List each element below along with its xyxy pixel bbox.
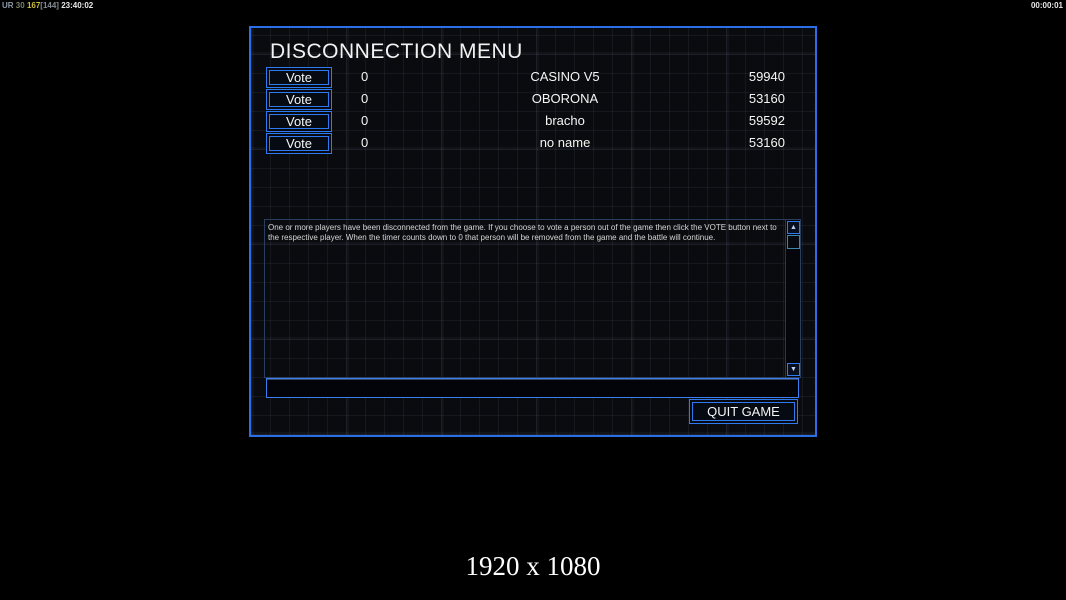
player-rows: Vote 0 CASINO V5 59940 Vote 0 OBORONA 53… — [266, 67, 785, 155]
player-name: OBORONA — [531, 91, 599, 106]
quit-game-button[interactable]: QUIT GAME — [689, 399, 798, 424]
player-score: 59592 — [748, 113, 785, 128]
disconnection-dialog: DISCONNECTION MENU Vote 0 CASINO V5 5994… — [249, 26, 817, 437]
vote-button[interactable]: Vote — [266, 89, 332, 110]
hud-stats: UR 30 167[144] 23:40:02 — [2, 1, 93, 10]
player-row: Vote 0 CASINO V5 59940 — [266, 67, 785, 89]
vote-button[interactable]: Vote — [266, 67, 332, 88]
scroll-thumb[interactable] — [787, 235, 800, 249]
hud-ur-label: UR — [2, 1, 14, 10]
hud-ping-value: 167 — [26, 1, 41, 10]
message-text: One or more players have been disconnect… — [268, 223, 777, 242]
scroll-down-button[interactable]: ▼ — [787, 363, 800, 376]
message-box: One or more players have been disconnect… — [264, 219, 801, 378]
player-score: 53160 — [748, 91, 785, 106]
player-name: CASINO V5 — [530, 69, 600, 84]
scroll-up-button[interactable]: ▲ — [787, 221, 800, 234]
scroll-down-icon: ▼ — [790, 366, 797, 373]
vote-button[interactable]: Vote — [266, 133, 332, 154]
dialog-title: DISCONNECTION MENU — [270, 40, 523, 63]
hud-fps-value: 30 — [15, 1, 25, 10]
player-row: Vote 0 OBORONA 53160 — [266, 89, 785, 111]
resolution-caption: 1920 x 1080 — [465, 551, 601, 581]
scroll-up-icon: ▲ — [790, 224, 797, 231]
vote-button[interactable]: Vote — [266, 111, 332, 132]
vote-count: 0 — [361, 69, 369, 84]
hud-bracket-value: [144] — [40, 1, 59, 10]
hud-clock: 23:40:02 — [61, 1, 94, 10]
scrollbar[interactable]: ▲ ▼ — [785, 220, 800, 377]
player-name: bracho — [545, 113, 585, 128]
player-row: Vote 0 no name 53160 — [266, 133, 785, 155]
vote-count: 0 — [361, 113, 369, 128]
player-row: Vote 0 bracho 59592 — [266, 111, 785, 133]
vote-count: 0 — [361, 91, 369, 106]
chat-input[interactable] — [266, 378, 799, 398]
player-name: no name — [539, 135, 591, 150]
player-score: 59940 — [748, 69, 785, 84]
player-score: 53160 — [748, 135, 785, 150]
match-timer: 00:00:01 — [1030, 1, 1063, 10]
vote-count: 0 — [361, 135, 369, 150]
